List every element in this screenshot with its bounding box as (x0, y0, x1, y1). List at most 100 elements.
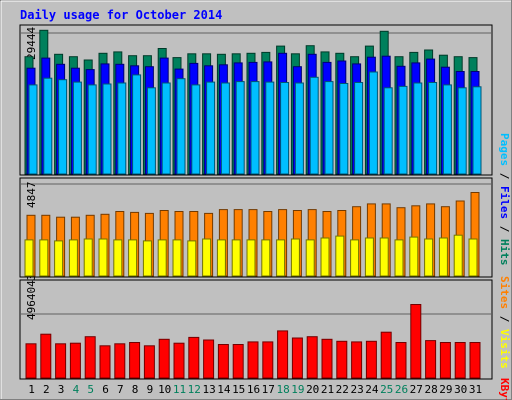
bar-kbytes-day-17 (262, 341, 274, 379)
bar-kbytes-day-20 (306, 336, 318, 379)
bar-kbytes-day-8 (129, 342, 141, 379)
chart-title: Daily usage for October 2014 (20, 8, 222, 22)
bar-kbytes-day-26 (395, 342, 407, 379)
x-tick-label-day-7: 7 (117, 383, 124, 396)
x-tick-label-day-4: 4 (73, 383, 80, 396)
legend-separator: / (498, 316, 511, 329)
bar-kbytes-day-27 (410, 304, 422, 379)
bar-pages-day-13 (206, 81, 216, 175)
bar-pages-day-10 (161, 82, 171, 175)
bar-kbytes-day-7 (114, 343, 126, 379)
bar-sites-day-15 (231, 239, 241, 277)
bar-kbytes-day-3 (55, 343, 67, 379)
x-tick-label-day-25: 25 (380, 383, 393, 396)
bar-sites-day-10 (157, 239, 167, 277)
x-tick-label-day-19: 19 (291, 383, 304, 396)
bars-layer (21, 29, 491, 379)
bar-sites-day-16 (246, 239, 256, 277)
bar-kbytes-day-13 (203, 339, 215, 379)
x-tick-label-day-18: 18 (276, 383, 289, 396)
bar-kbytes-day-16 (247, 341, 259, 379)
bar-kbytes-day-31 (469, 342, 481, 379)
x-tick-label-day-3: 3 (58, 383, 65, 396)
bar-sites-day-6 (98, 238, 108, 277)
legend-sites-visits: Sites / Visits (498, 276, 511, 369)
bar-pages-day-6 (102, 83, 112, 175)
bar-pages-day-23 (354, 82, 364, 175)
bar-pages-day-14 (220, 82, 230, 175)
bar-sites-day-24 (364, 237, 374, 277)
x-tick-label-day-16: 16 (247, 383, 260, 396)
bar-sites-day-30 (453, 234, 463, 277)
x-tick-label-day-14: 14 (217, 383, 231, 396)
bar-pages-day-12 (191, 84, 201, 175)
x-tick-label-day-8: 8 (132, 383, 139, 396)
bar-pages-day-26 (398, 85, 408, 175)
bar-pages-day-15 (235, 81, 245, 175)
bar-pages-day-3 (58, 79, 68, 175)
bar-pages-day-4 (72, 81, 82, 175)
x-tick-label-day-17: 17 (262, 383, 275, 396)
bar-sites-day-5 (83, 238, 93, 277)
bar-sites-day-19 (290, 238, 300, 277)
bar-pages-day-28 (428, 82, 438, 175)
bar-pages-day-16 (250, 81, 260, 175)
x-tick-label-day-30: 30 (454, 383, 467, 396)
bar-pages-day-29 (442, 84, 452, 175)
bar-sites-day-29 (438, 237, 448, 277)
legend-hits-files-pages: Pages / Files / Hits (498, 133, 511, 266)
x-tick-label-day-29: 29 (439, 383, 452, 396)
bar-sites-day-17 (261, 239, 271, 277)
panel-hits-max-label: 29444 (25, 27, 38, 60)
legend-separator: / (498, 226, 511, 239)
bar-sites-day-1 (24, 239, 34, 277)
bar-sites-day-13 (202, 238, 212, 277)
x-tick-label-day-2: 2 (43, 383, 50, 396)
bar-pages-day-31 (472, 86, 482, 175)
bar-kbytes-day-23 (351, 341, 363, 379)
bar-sites-day-22 (335, 235, 345, 277)
bar-sites-day-31 (468, 238, 478, 277)
bar-kbytes-day-6 (99, 345, 111, 379)
x-tick-label-day-27: 27 (410, 383, 423, 396)
x-tick-label-day-31: 31 (469, 383, 482, 396)
bar-kbytes-day-22 (336, 340, 348, 379)
x-tick-label-day-10: 10 (158, 383, 171, 396)
bar-sites-day-14 (216, 239, 226, 277)
bar-pages-day-20 (309, 76, 319, 175)
bar-kbytes-day-21 (321, 338, 333, 379)
bar-kbytes-day-15 (232, 344, 244, 379)
x-tick-label-day-9: 9 (147, 383, 154, 396)
x-tick-label-day-15: 15 (232, 383, 245, 396)
x-tick-label-day-1: 1 (28, 383, 35, 396)
bar-sites-day-7 (113, 239, 123, 277)
x-tick-label-day-13: 13 (202, 383, 215, 396)
bar-pages-day-7 (117, 82, 127, 175)
x-tick-label-day-26: 26 (395, 383, 408, 396)
bar-pages-day-9 (146, 87, 156, 175)
bar-sites-day-18 (276, 239, 286, 277)
bar-sites-day-20 (305, 239, 315, 277)
x-tick-label-day-5: 5 (87, 383, 94, 396)
x-tick-label-day-20: 20 (306, 383, 319, 396)
bar-pages-day-8 (132, 74, 142, 175)
bar-kbytes-day-30 (454, 342, 466, 379)
x-axis-labels: 1 2 3 4 5 6 7 8 9 10 11 12 13 14 15 16 17 18 19 20 21 22 23 24 2… (28, 383, 482, 396)
bar-sites-day-4 (68, 239, 78, 277)
x-tick-label-day-6: 6 (102, 383, 109, 396)
bar-kbytes-day-1 (25, 343, 37, 379)
legend-pages: Pages (498, 133, 511, 166)
panel-visits-max-label: 4847 (25, 182, 38, 209)
bar-sites-day-28 (424, 238, 434, 277)
x-tick-label-day-12: 12 (188, 383, 201, 396)
bar-sites-day-11 (172, 239, 182, 277)
bar-kbytes-day-4 (69, 342, 81, 379)
bar-pages-day-2 (43, 77, 53, 175)
bar-pages-day-1 (28, 84, 38, 175)
bar-pages-day-17 (265, 81, 275, 175)
bar-kbytes-day-12 (188, 336, 200, 379)
bar-pages-day-22 (339, 83, 349, 175)
bar-kbytes-day-9 (143, 345, 155, 379)
legend-visits: Visits (498, 329, 511, 369)
bar-sites-day-25 (379, 237, 389, 277)
